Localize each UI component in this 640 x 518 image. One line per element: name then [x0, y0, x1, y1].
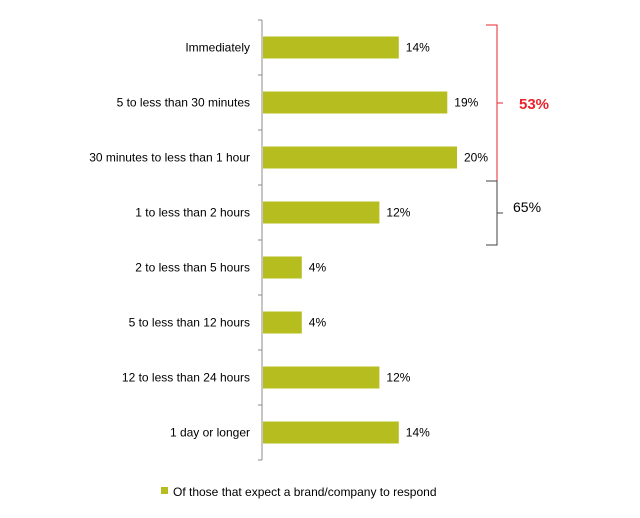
annotation-65: 65% [513, 199, 541, 215]
category-label: 30 minutes to less than 1 hour [89, 151, 250, 165]
data-label: 14% [406, 41, 430, 55]
category-label: 1 to less than 2 hours [135, 206, 250, 220]
labels-layer: Immediately 14% 5 to less than 30 minutes 1… [89, 41, 488, 440]
category-label: Immediately [185, 41, 250, 55]
legend-swatch [161, 487, 168, 494]
bar [263, 201, 380, 224]
category-label: 12 to less than 24 hours [122, 371, 250, 385]
category-label: 5 to less than 30 minutes [117, 96, 250, 110]
bracket-65 [486, 180, 498, 246]
bar [263, 421, 399, 444]
bar [263, 366, 380, 389]
data-label: 19% [454, 96, 478, 110]
legend: Of those that expect a brand/company to … [161, 485, 437, 499]
category-label: 2 to less than 5 hours [135, 261, 250, 275]
data-label: 12% [386, 206, 410, 220]
bars-layer [263, 36, 457, 444]
data-label: 20% [464, 151, 488, 165]
axis-layer [258, 19, 263, 461]
annotation-53: 53% [519, 96, 549, 113]
bar [263, 146, 457, 169]
bar [263, 311, 302, 334]
legend-label: Of those that expect a brand/company to … [173, 485, 437, 499]
bar [263, 256, 302, 279]
bar [263, 36, 399, 59]
brackets-layer: 53% 65% [486, 24, 549, 246]
data-label: 4% [309, 261, 327, 275]
data-label: 12% [386, 371, 410, 385]
category-label: 5 to less than 12 hours [129, 316, 250, 330]
data-label: 4% [309, 316, 327, 330]
category-label: 1 day or longer [170, 426, 250, 440]
data-label: 14% [406, 426, 430, 440]
bar [263, 91, 448, 114]
